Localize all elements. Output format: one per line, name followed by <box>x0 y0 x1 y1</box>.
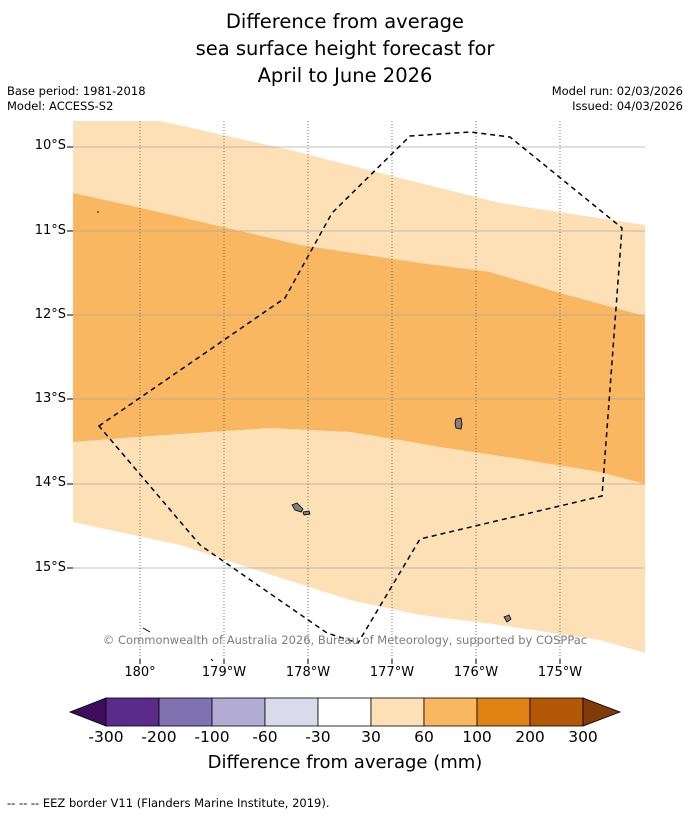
model-name: Model: ACCESS-S2 <box>7 99 114 113</box>
lat-label-14s: 14°S <box>34 475 66 490</box>
base-period: Base period: 1981-2018 <box>7 84 146 98</box>
axis-ticks <box>67 146 561 664</box>
colorbar-tick-label: 30 <box>361 728 381 746</box>
issued-date: Issued: 04/03/2026 <box>572 99 683 113</box>
lon-label-180: 180° <box>124 665 156 680</box>
colorbar-tick-label: 300 <box>568 728 598 746</box>
lon-label-179w: 179°W <box>201 665 247 680</box>
eez-legend: -- -- -- EEZ border V11 (Flanders Marine… <box>7 796 330 810</box>
lon-label-176w: 176°W <box>453 665 499 680</box>
title-line-2: sea surface height forecast for <box>195 37 495 60</box>
eez-border <box>97 131 623 644</box>
lon-label-175w: 175°W <box>537 665 583 680</box>
land-masses <box>97 211 512 661</box>
colorbar-tick-label: -100 <box>194 728 230 746</box>
lat-label-15s: 15°S <box>34 560 66 575</box>
lat-label-12s: 12°S <box>34 307 66 322</box>
colorbar-label: Difference from average (mm) <box>207 752 483 773</box>
eez-legend-text: EEZ border V11 (Flanders Marine Institut… <box>42 796 330 810</box>
lat-label-11s: 11°S <box>34 223 66 238</box>
map-area <box>73 121 645 661</box>
reef-mark-s <box>210 658 214 661</box>
title-line-1: Difference from average <box>225 10 465 33</box>
chart-title: Difference from average sea surface heig… <box>0 8 690 89</box>
colorbar-tick-label: -60 <box>252 728 278 746</box>
gridlines <box>73 121 645 661</box>
eez-legend-marker: -- -- -- <box>7 796 40 810</box>
copyright-notice: © Commonwealth of Australia 2026, Bureau… <box>102 633 588 647</box>
meta-right: Model run: 02/03/2026 Issued: 04/03/2026 <box>552 84 683 114</box>
lat-label-13s: 13°S <box>34 391 66 406</box>
lat-label-10s: 10°S <box>34 138 66 153</box>
island-wallis-east <box>302 510 311 516</box>
colorbar-tick-label: -30 <box>305 728 331 746</box>
island-atafu <box>454 417 463 430</box>
reef-mark-sw <box>142 627 151 633</box>
model-run: Model run: 02/03/2026 <box>551 84 683 98</box>
colorbar-tick-label: 200 <box>515 728 545 746</box>
reef-dot <box>97 211 99 213</box>
colorbar-tick-label: 100 <box>462 728 492 746</box>
lon-label-178w: 178°W <box>285 665 331 680</box>
island-wallis-west <box>291 502 304 513</box>
colorbar-tick-label: -200 <box>141 728 177 746</box>
meta-left: Base period: 1981-2018 Model: ACCESS-S2 <box>7 84 146 114</box>
title-line-3: April to June 2026 <box>257 64 433 87</box>
island-south <box>503 614 512 623</box>
lon-label-177w: 177°W <box>369 665 415 680</box>
anomaly-band-60-100 <box>73 193 645 484</box>
colorbar-tick-label: -300 <box>88 728 124 746</box>
colorbar-tick-label: 60 <box>414 728 434 746</box>
